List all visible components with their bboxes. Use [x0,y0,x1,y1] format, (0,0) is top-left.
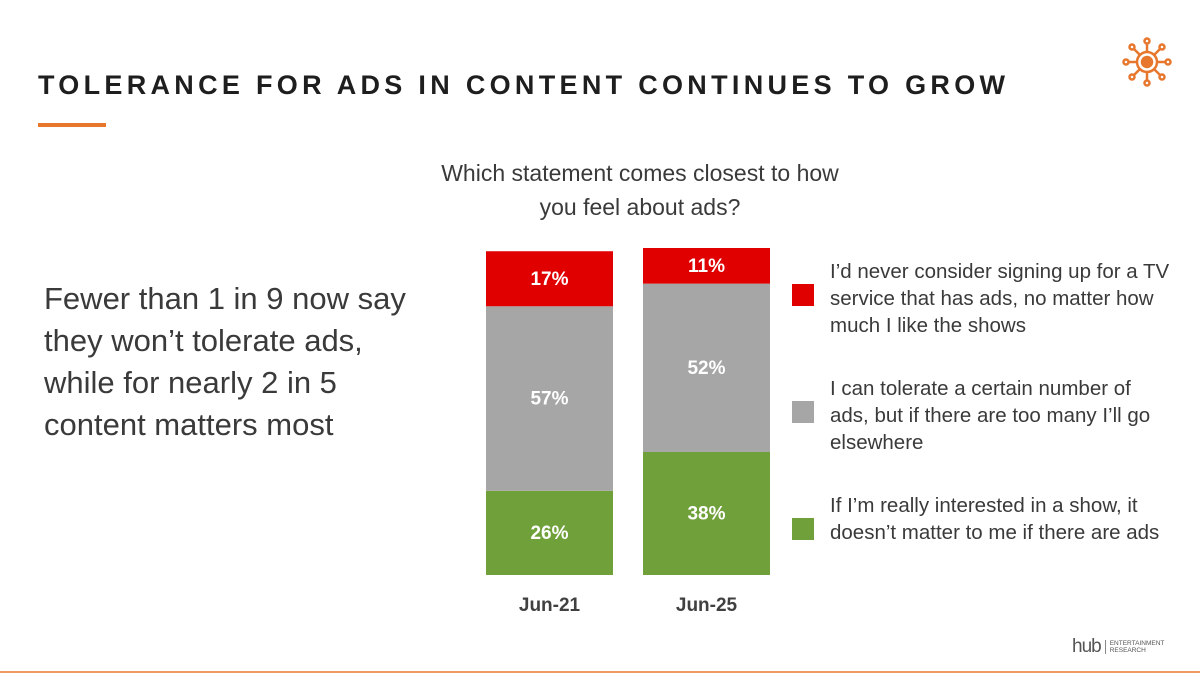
value-label: 11% [688,256,725,277]
legend-item: I’d never consider signing up for a TV s… [792,258,1172,339]
legend-swatch [792,401,814,423]
value-label: 52% [687,358,725,379]
legend-swatch [792,518,814,540]
bar-segment [486,306,613,491]
bar-segment [486,490,613,575]
logo-tagline: ENTERTAINMENT RESEARCH [1104,640,1164,654]
bar-segment [486,251,613,307]
legend-item: I can tolerate a certain number of ads, … [792,375,1172,456]
logo-brand: hub [1072,636,1102,657]
value-label: 26% [530,523,568,544]
legend-label: If I’m really interested in a show, it d… [830,494,1160,544]
logo-icon [1122,37,1172,87]
legend-label: I can tolerate a certain number of ads, … [830,377,1151,454]
slide-title: TOLERANCE FOR ADS IN CONTENT CONTINUES T… [38,70,1010,100]
legend-label: I’d never consider signing up for a TV s… [830,260,1170,337]
value-label: 17% [530,269,568,290]
category-label: Jun-21 [519,595,581,616]
value-label: 57% [530,389,568,410]
chart-subtitle: Which statement comes closest to how you… [441,160,839,220]
legend-swatch [792,284,814,306]
bar-segment [643,283,770,452]
legend-item: If I’m really interested in a show, it d… [792,492,1172,546]
body-text: Fewer than 1 in 9 now say they won’t tol… [44,281,406,442]
logo: hub ENTERTAINMENT RESEARCH [1072,636,1164,658]
category-label: Jun-25 [676,595,738,616]
bar-segment [643,248,770,284]
value-label: 38% [687,504,725,525]
bar-segment [643,451,770,575]
